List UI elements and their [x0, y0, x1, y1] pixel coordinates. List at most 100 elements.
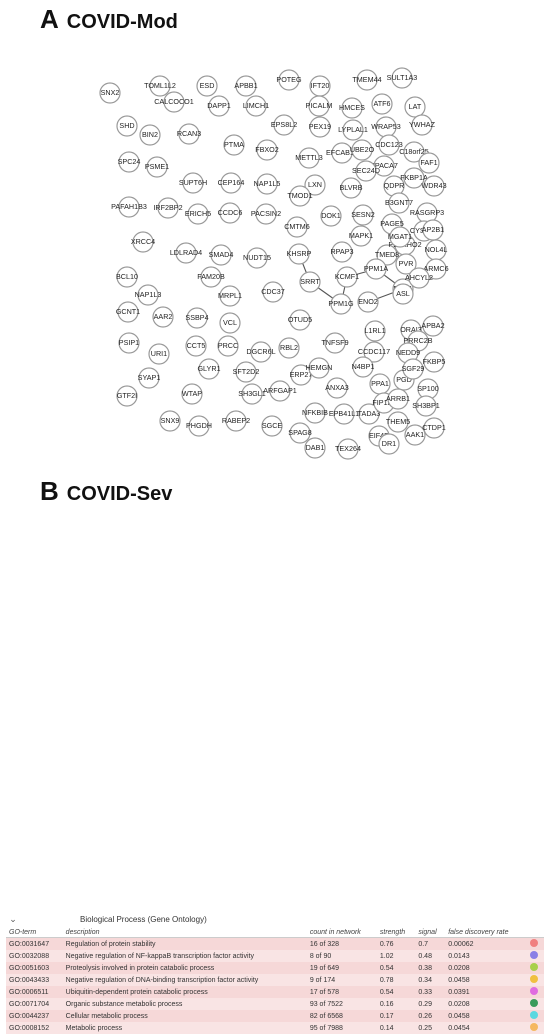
network-node[interactable]: PTMA — [223, 134, 245, 156]
network-node[interactable]: RCAN3 — [177, 123, 201, 145]
network-node[interactable]: SPC24 — [118, 151, 141, 173]
network-node[interactable]: CCDC117 — [358, 341, 390, 363]
network-node[interactable]: SULT1A3 — [387, 67, 418, 89]
network-node[interactable]: SNX9 — [159, 410, 181, 432]
network-node[interactable]: IRF2BP2 — [153, 197, 183, 219]
network-node[interactable]: YWHAZ — [409, 114, 436, 136]
network-node[interactable]: PACSIN2 — [251, 203, 281, 225]
network-node[interactable]: KHSRP — [287, 243, 312, 265]
table-row[interactable]: GO:0071704 Organic substance metabolic pr… — [6, 998, 544, 1010]
network-node[interactable]: C18orf25 — [399, 141, 429, 163]
col-description[interactable]: description — [62, 928, 307, 938]
col-strength[interactable]: strength — [376, 928, 416, 938]
network-node[interactable]: NAP1L5 — [254, 173, 281, 195]
network-node[interactable]: SRRT — [299, 271, 321, 293]
network-node[interactable]: CDC37 — [261, 281, 285, 303]
network-node[interactable]: ARFGAP1 — [263, 380, 297, 402]
network-node[interactable]: ERICH5 — [185, 203, 211, 225]
network-node[interactable]: NFKBIB — [302, 402, 328, 424]
network-node[interactable]: METTL3 — [295, 147, 323, 169]
network-node[interactable]: BIN2 — [139, 124, 161, 146]
table-row[interactable]: GO:0051603 Proteolysis involved in protei… — [6, 962, 544, 974]
col-signal[interactable]: signal — [415, 928, 446, 938]
network-node[interactable]: WDR43 — [421, 175, 447, 197]
network-node[interactable]: DOK1 — [320, 205, 342, 227]
network-node[interactable]: L1RL1 — [364, 320, 386, 342]
network-node[interactable]: TMED8 — [375, 244, 399, 266]
network-node[interactable]: MRPL1 — [218, 285, 242, 307]
network-node[interactable]: TNFSF9 — [321, 332, 349, 354]
network-node[interactable]: SPAG8 — [288, 422, 312, 444]
network-node[interactable]: RPAP3 — [330, 241, 354, 263]
network-node[interactable]: NAP1L3 — [135, 284, 162, 306]
network-node[interactable]: NOL4L — [425, 239, 448, 261]
table-row[interactable]: GO:0043433 Negative regulation of DNA-bin… — [6, 974, 544, 986]
table-row[interactable]: GO:0008152 Metabolic process 95 of 7988 0.1… — [6, 1022, 544, 1034]
network-node[interactable]: AAR2 — [152, 306, 174, 328]
network-node[interactable]: PAFAH1B3 — [111, 196, 147, 218]
network-node[interactable]: FAF1 — [418, 152, 440, 174]
network-node[interactable]: LXN — [304, 174, 326, 196]
network-node[interactable]: ASL — [392, 283, 414, 305]
network-node[interactable]: BLVRB — [339, 177, 363, 199]
network-node[interactable]: SH3GL1 — [238, 383, 266, 405]
network-node[interactable]: SGCE — [261, 415, 283, 437]
network-node[interactable]: CCT5 — [185, 335, 207, 357]
network-node[interactable]: ARRB1 — [386, 388, 410, 410]
network-node[interactable]: RABEP2 — [222, 410, 250, 432]
network-node[interactable]: LIMCH1 — [243, 95, 269, 117]
network-node[interactable]: SYAP1 — [138, 367, 161, 389]
network-node[interactable]: AHCYL2 — [405, 267, 433, 289]
network-node[interactable]: CALCOCO1 — [154, 91, 194, 113]
table-row[interactable]: GO:0032088 Negative regulation of NF-kapp… — [6, 950, 544, 962]
network-node[interactable]: UBE2O — [350, 139, 375, 161]
network-node[interactable]: APBA2 — [421, 315, 445, 337]
col-fdr[interactable]: false discovery rate — [445, 928, 527, 938]
network-node[interactable]: TMEM44 — [352, 69, 382, 91]
network-node[interactable]: ARMC6 — [423, 258, 449, 280]
table-row[interactable]: GO:0006511 Ubiquitin-dependent protein ca… — [6, 986, 544, 998]
network-node[interactable]: GTF2I — [116, 385, 138, 407]
network-node[interactable]: SEC24D — [352, 160, 380, 182]
network-node[interactable]: RASGRP3 — [410, 202, 444, 224]
network-node[interactable]: ERP27 — [290, 364, 313, 386]
network-node[interactable]: DR1 — [378, 433, 400, 455]
network-node[interactable]: SSBP4 — [185, 307, 209, 329]
network-node[interactable]: TEX264 — [335, 438, 361, 460]
network-node[interactable]: AAK1 — [404, 424, 426, 446]
network-node[interactable]: TMOD1 — [287, 185, 313, 207]
network-node[interactable]: ESD — [196, 75, 218, 97]
col-count[interactable]: count in network — [306, 928, 377, 938]
network-node[interactable]: SGF29 — [402, 358, 425, 380]
network-node[interactable]: FBXO2 — [255, 139, 279, 161]
network-node[interactable]: NUDT15 — [243, 247, 271, 269]
network-node[interactable]: KCMF1 — [335, 266, 359, 288]
network-node[interactable]: AP2B1 — [422, 219, 444, 241]
network-node[interactable]: CEP164 — [218, 172, 245, 194]
network-node[interactable]: ENO2 — [357, 291, 379, 313]
network-node[interactable]: EPB41L1 — [329, 403, 359, 425]
col-go-term[interactable]: GO-term — [6, 928, 63, 938]
network-node[interactable]: VCL — [219, 312, 241, 334]
network-node[interactable]: PPA1 — [369, 373, 391, 395]
network-node[interactable]: RBL2 — [278, 337, 300, 359]
network-node[interactable]: CCDC6 — [218, 202, 243, 224]
network-node[interactable]: PSME1 — [145, 156, 169, 178]
network-node[interactable]: EPS8L2 — [271, 114, 297, 136]
network-node[interactable]: GCNT1 — [116, 301, 140, 323]
network-node[interactable]: PVR — [395, 253, 417, 275]
network-node[interactable]: PEX19 — [309, 116, 331, 138]
network-node[interactable]: LDLRAD4 — [170, 242, 202, 264]
network-node[interactable]: PRCC — [217, 335, 239, 357]
network-node[interactable]: XRCC4 — [131, 231, 155, 253]
network-node[interactable]: THEM5 — [386, 411, 410, 433]
network-node[interactable]: MGAT1 — [388, 226, 412, 248]
network-node[interactable]: DAPP1 — [207, 95, 231, 117]
network-node[interactable]: WRAP53 — [371, 116, 401, 138]
network-node[interactable]: FKBP5 — [423, 351, 446, 373]
network-node[interactable]: EFCAB13 — [326, 142, 358, 164]
network-node[interactable]: SHD — [116, 115, 138, 137]
network-node[interactable]: HMCES — [339, 97, 365, 119]
network-node[interactable]: SESN2 — [351, 204, 375, 226]
network-node[interactable]: CTDP1 — [422, 417, 446, 439]
